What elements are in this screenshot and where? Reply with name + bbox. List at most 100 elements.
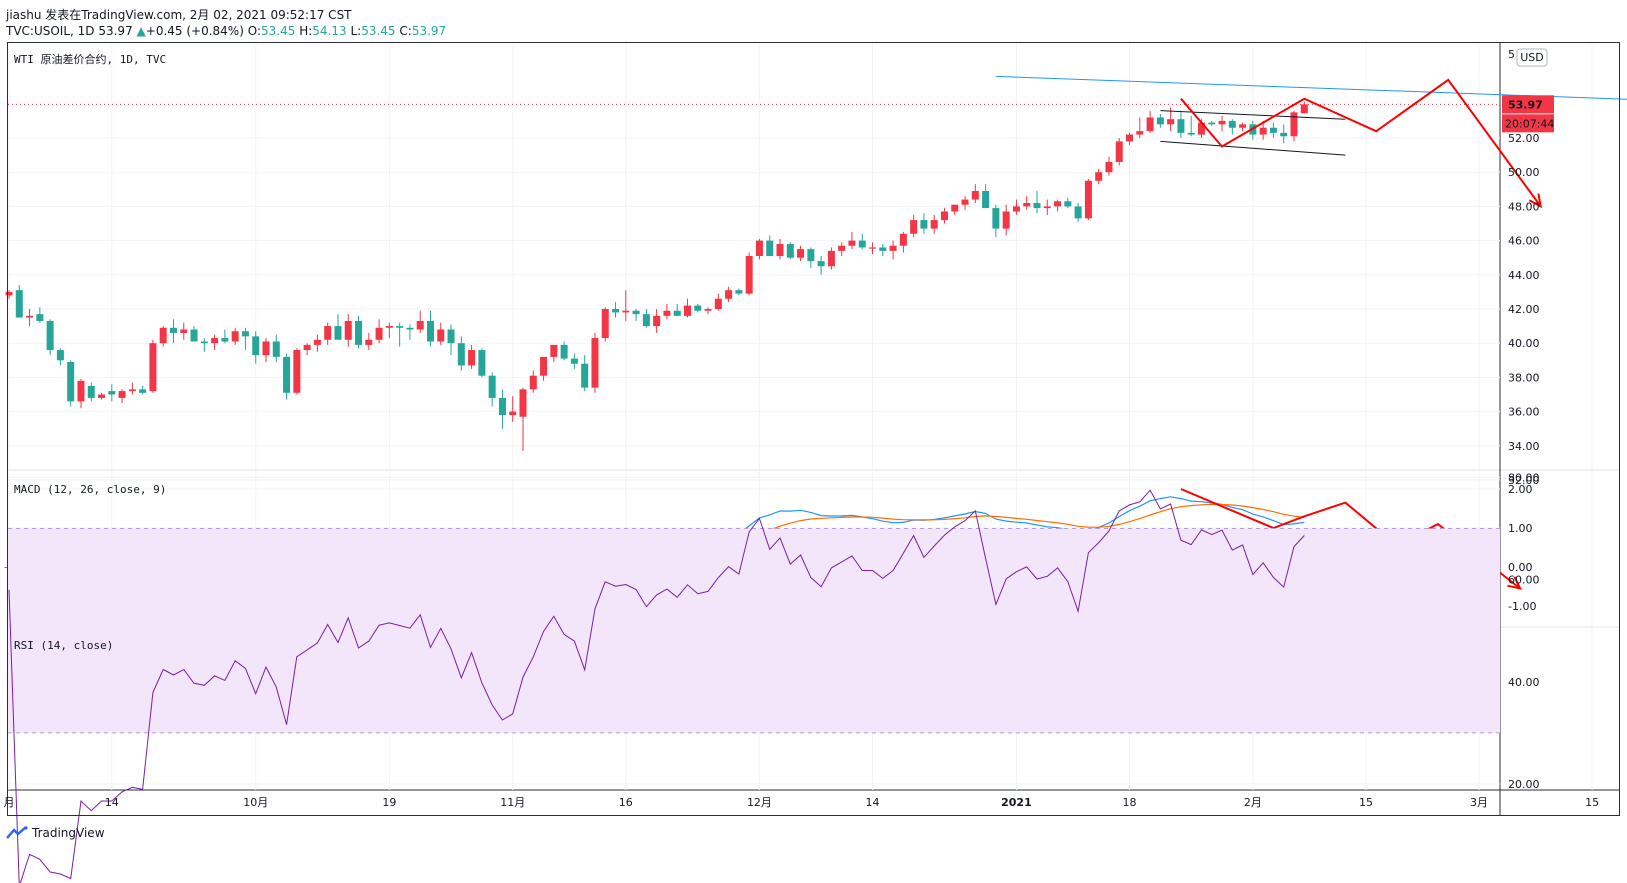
time-tick-label: 15 (1585, 796, 1599, 809)
candle-body (468, 350, 476, 366)
candle (766, 235, 774, 256)
candle (180, 322, 188, 340)
candle-body (118, 391, 126, 398)
candle (879, 244, 887, 256)
candle-body (457, 343, 465, 366)
candle (704, 307, 712, 315)
candle (1187, 115, 1195, 137)
candle-body (817, 261, 825, 267)
candle (601, 307, 609, 342)
open-value: 53.45 (261, 24, 296, 38)
candle (807, 247, 815, 268)
candle-body (1115, 141, 1123, 162)
time-tick-label: 10月 (243, 796, 268, 809)
chart-header-author: jiashu 发表在TradingView.com, 2月 02, 2021 0… (6, 8, 352, 22)
time-tick-label: 2月 (1244, 796, 1262, 809)
price-tick-label: 32.00 (1508, 474, 1540, 487)
candle (128, 382, 136, 395)
candle (725, 286, 733, 303)
candle (550, 344, 558, 363)
candle-body (56, 350, 64, 361)
candle-body (920, 220, 928, 229)
candle-body (293, 350, 301, 393)
candle-body (1218, 120, 1226, 125)
candle (786, 242, 794, 260)
time-tick-label: 14 (105, 796, 119, 809)
time-tick-label: 2021 (1001, 796, 1032, 809)
candle (992, 204, 1000, 238)
candle-body (704, 309, 712, 311)
time-tick-label: 月 (4, 796, 15, 809)
candle-body (570, 358, 578, 364)
candle-body (1012, 206, 1020, 212)
candle-body (581, 363, 589, 388)
candle (581, 355, 589, 392)
candle-body (262, 341, 270, 356)
candle-body (272, 341, 280, 357)
candle (396, 322, 404, 347)
candle-body (560, 344, 568, 359)
price-tick-label: 50.00 (1508, 166, 1540, 179)
candle-body (478, 350, 486, 376)
candle-body (488, 375, 496, 398)
candle-body (735, 290, 743, 294)
price-tick-label: 52.00 (1508, 132, 1540, 145)
candle-body (1280, 132, 1288, 137)
time-tick-label: 14 (866, 796, 880, 809)
candle-body (385, 326, 393, 328)
candle-body (221, 338, 229, 342)
candle (98, 392, 106, 400)
candle (776, 238, 784, 260)
candle (87, 382, 95, 402)
candle-body (406, 327, 414, 330)
candle (1177, 110, 1185, 138)
candle-body (786, 244, 794, 258)
candle (262, 338, 270, 363)
candle (169, 319, 177, 344)
candle (529, 370, 537, 393)
candle (221, 329, 229, 344)
candle (755, 238, 763, 260)
candle (591, 332, 599, 393)
candle (149, 339, 157, 393)
candle (36, 307, 44, 323)
candle-body (591, 338, 599, 388)
candle-body (951, 204, 959, 212)
candle-body (98, 394, 106, 398)
footer-brand[interactable]: TradingView (6, 826, 105, 840)
candle-body (283, 356, 291, 393)
candle-body (1300, 104, 1308, 114)
candle (313, 334, 321, 352)
candle (1269, 122, 1277, 138)
candle (889, 240, 897, 260)
candle-body (612, 309, 620, 313)
candle (56, 348, 64, 366)
candle (375, 319, 383, 344)
candle (735, 288, 743, 296)
candle (817, 255, 825, 275)
candle-body (519, 389, 527, 417)
candle (1146, 110, 1154, 133)
candle (1156, 114, 1164, 128)
candle-body (1239, 124, 1247, 128)
candle (797, 245, 805, 262)
rsi-tick-label: 60.00 (1508, 574, 1540, 587)
candle (961, 196, 969, 210)
candle-body (355, 320, 363, 345)
candle (714, 293, 722, 311)
candle (457, 336, 465, 371)
candle-body (15, 290, 23, 318)
candle (190, 326, 198, 342)
macd-tick-label: 0.00 (1508, 561, 1533, 574)
candle (447, 324, 455, 356)
candle (1208, 120, 1216, 127)
candle (108, 384, 116, 402)
price-pane-title: WTI 原油差价合约, 1D, TVC (14, 52, 166, 66)
candle-body (128, 389, 136, 392)
candle (940, 208, 948, 224)
candle-body (313, 339, 321, 345)
candle-body (683, 305, 691, 316)
candle-body (1290, 112, 1298, 137)
candle-body (26, 315, 34, 318)
